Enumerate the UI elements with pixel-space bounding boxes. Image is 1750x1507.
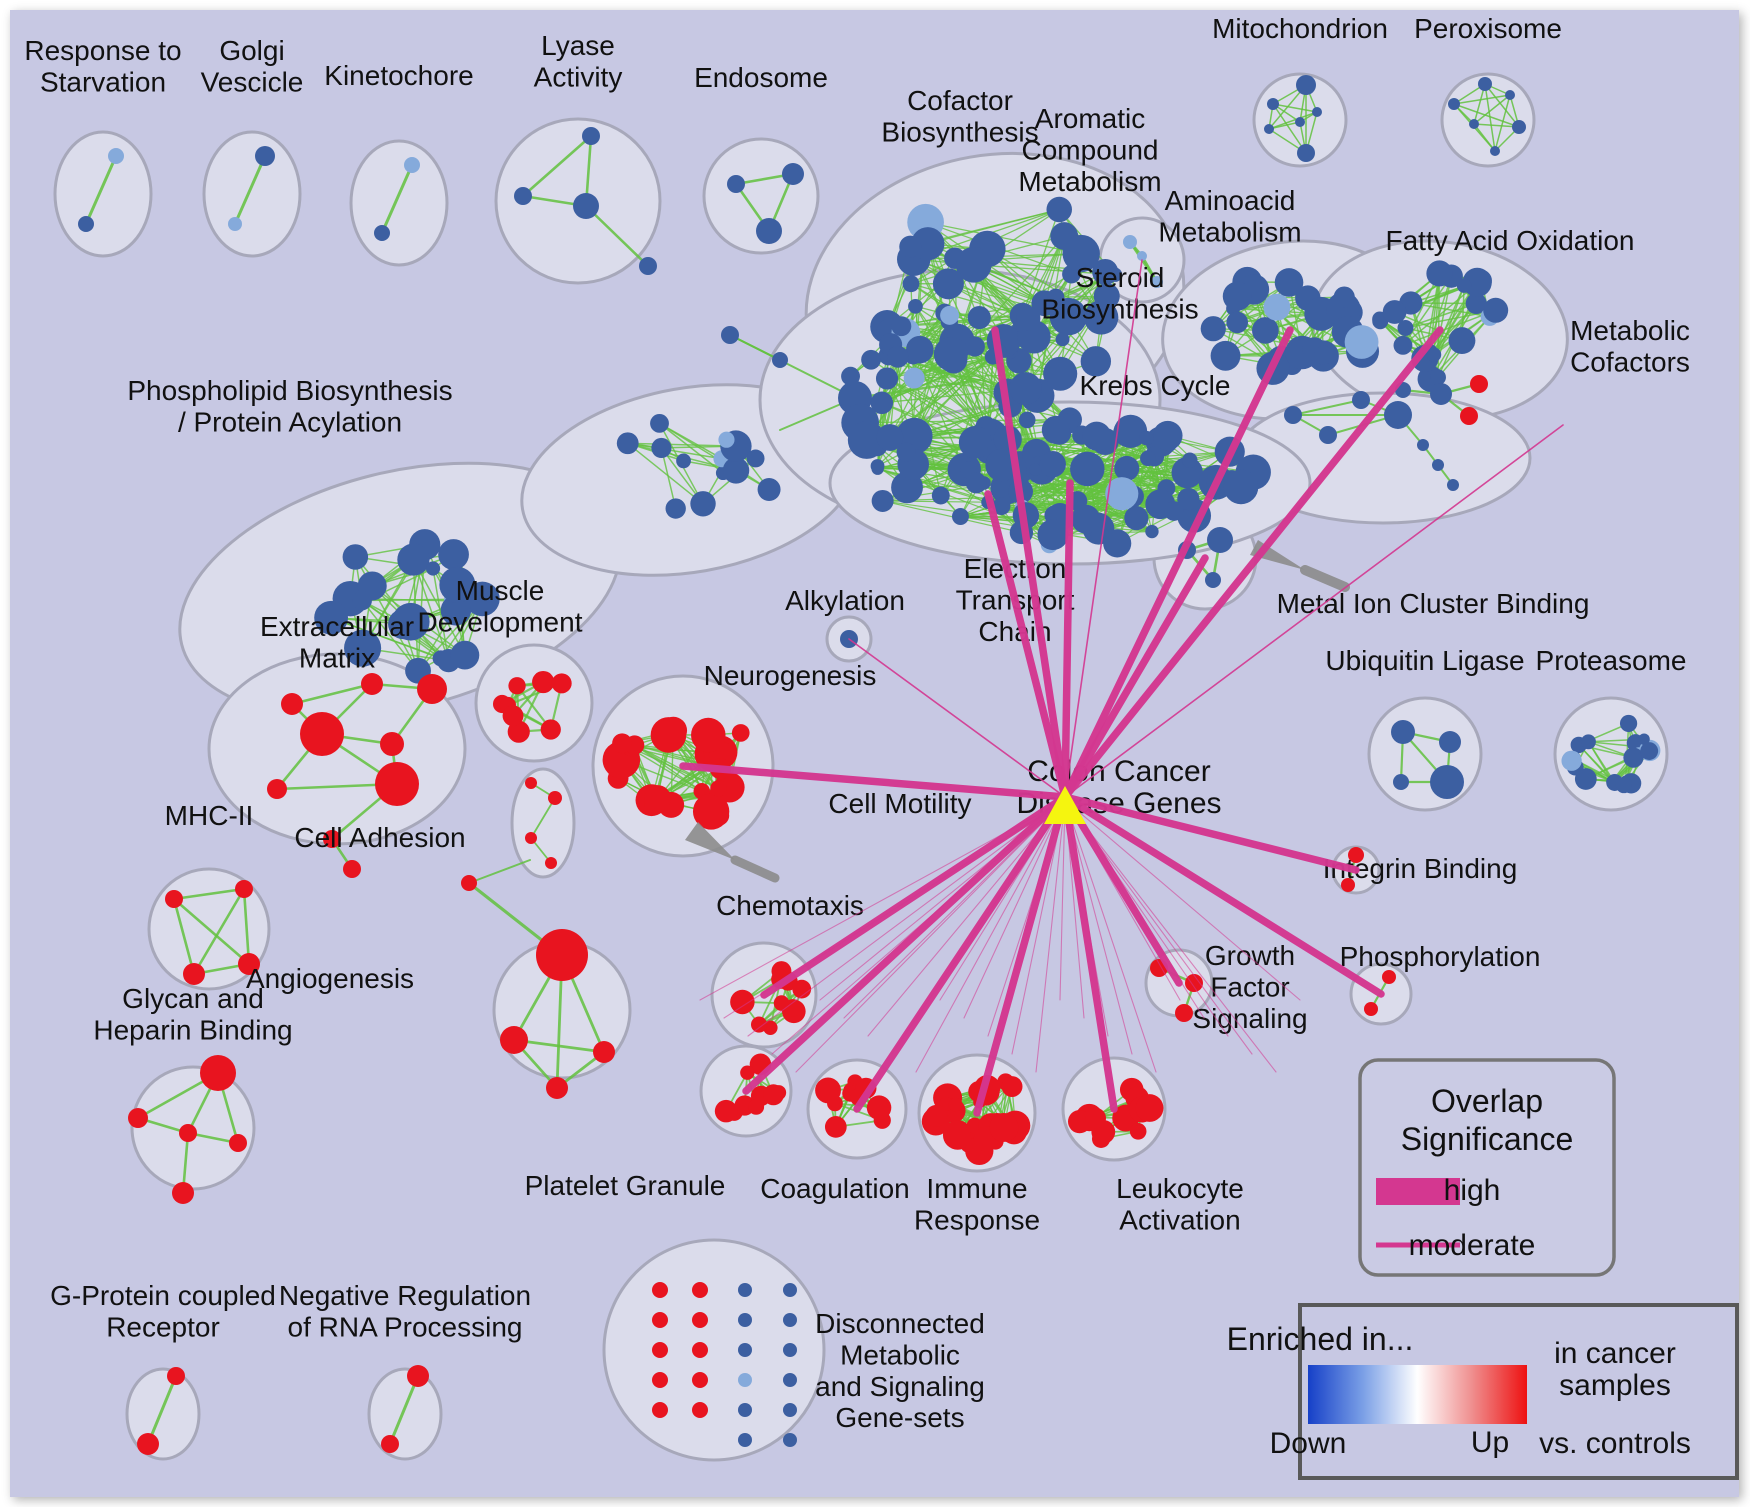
svg-text:samples: samples [1559,1369,1671,1402]
svg-text:Overlap: Overlap [1431,1083,1543,1119]
svg-text:Proteasome: Proteasome [1536,645,1687,676]
svg-text:Phosphorylation: Phosphorylation [1340,941,1541,972]
svg-text:MHC-II: MHC-II [165,800,254,831]
svg-text:Coagulation: Coagulation [760,1173,909,1204]
svg-text:Fatty Acid Oxidation: Fatty Acid Oxidation [1385,225,1634,256]
svg-text:Krebs Cycle: Krebs Cycle [1080,370,1231,401]
svg-text:Down: Down [1270,1427,1347,1460]
svg-text:Kinetochore: Kinetochore [324,60,473,91]
svg-text:in cancer: in cancer [1554,1337,1676,1370]
svg-text:vs. controls: vs. controls [1539,1427,1691,1460]
svg-text:high: high [1444,1174,1501,1207]
svg-text:Platelet Granule: Platelet Granule [525,1170,726,1201]
svg-text:Significance: Significance [1401,1121,1574,1157]
svg-text:Up: Up [1471,1426,1509,1459]
svg-text:moderate: moderate [1409,1229,1536,1262]
svg-text:Alkylation: Alkylation [785,585,905,616]
svg-text:Mitochondrion: Mitochondrion [1212,13,1388,44]
svg-text:Chemotaxis: Chemotaxis [716,890,864,921]
svg-text:Enriched in...: Enriched in... [1227,1321,1414,1357]
svg-text:Cell Motility: Cell Motility [828,788,971,819]
svg-text:Angiogenesis: Angiogenesis [246,963,414,994]
svg-text:Ubiquitin Ligase: Ubiquitin Ligase [1325,645,1524,676]
svg-text:Neurogenesis: Neurogenesis [704,660,877,691]
svg-text:Endosome: Endosome [694,62,828,93]
svg-text:Cell Adhesion: Cell Adhesion [294,822,465,853]
svg-text:Peroxisome: Peroxisome [1414,13,1562,44]
svg-text:Phospholipid Biosynthesis/ Pro: Phospholipid Biosynthesis / Protein Acyla… [127,375,452,437]
